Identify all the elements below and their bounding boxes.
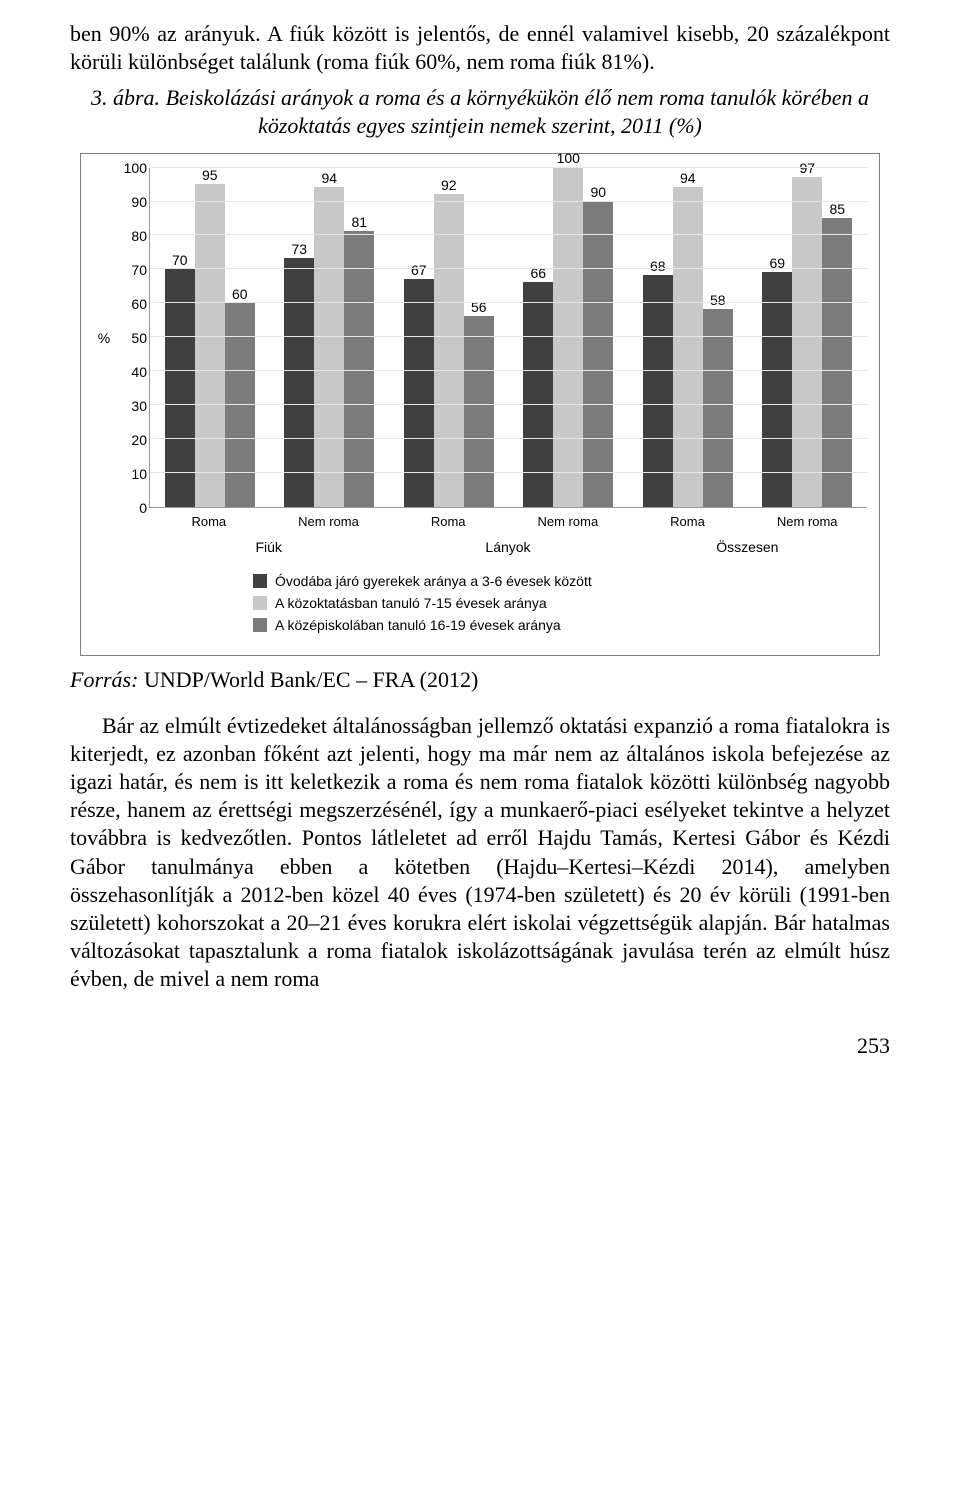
x-super-label: Fiúk	[149, 535, 388, 555]
bar-group: 699785	[748, 177, 868, 507]
gridline	[150, 336, 867, 337]
x-label: Roma	[628, 514, 748, 529]
body-paragraph: Bár az elmúlt évtizedeket általánosságba…	[70, 712, 890, 994]
y-tick: 100	[117, 160, 147, 176]
figure-source: Forrás: UNDP/World Bank/EC – FRA (2012)	[70, 666, 890, 694]
bar-value-label: 94	[680, 171, 696, 185]
legend-swatch	[253, 596, 267, 610]
plot-area: % 0102030405060708090100 709560739481679…	[93, 168, 867, 508]
bar	[284, 258, 314, 506]
bar-wrap: 66	[523, 282, 553, 506]
bar-value-label: 97	[799, 161, 815, 175]
chart-container: % 0 10 20 30 40 50 60 70 80 90 100 70 95 60 73 94 81 67 9…	[80, 153, 880, 656]
figure-title: Beiskolázási arányok a roma és a környék…	[166, 85, 869, 138]
bar-value-label: 68	[650, 259, 666, 273]
bar	[195, 184, 225, 507]
legend-item: A középiskolában tanuló 16-19 évesek ará…	[253, 617, 867, 633]
gridline	[150, 438, 867, 439]
bar-value-label: 58	[710, 293, 726, 307]
y-tick: 80	[117, 228, 147, 244]
bar-wrap: 90	[583, 201, 613, 507]
bar-value-label: 95	[202, 168, 218, 182]
bar-value-label: 67	[411, 263, 427, 277]
plot: 7095607394816792566610090689458699785	[149, 168, 867, 508]
source-label: Forrás:	[70, 667, 138, 692]
page: ben 90% az arányuk. A fiúk között is jel…	[0, 0, 960, 1099]
x-super-label: Összesen	[628, 535, 867, 555]
bar-wrap: 81	[344, 231, 374, 506]
bar-group: 67 9256	[389, 194, 509, 507]
bar-value-label: 73	[291, 242, 307, 256]
bar	[703, 309, 733, 506]
bar	[583, 201, 613, 507]
bar-value-label: 70	[172, 253, 188, 267]
bar-groups: 7095607394816792566610090689458699785	[150, 168, 867, 507]
bar-wrap: 92	[434, 194, 464, 507]
y-tick: 60	[117, 296, 147, 312]
bar	[792, 177, 822, 507]
bar	[822, 218, 852, 507]
bar-value-label: 81	[351, 215, 367, 229]
bar-value-label: 60	[232, 287, 248, 301]
y-tick: 10	[117, 466, 147, 482]
bar-wrap: 95	[195, 184, 225, 507]
source-text: UNDP/World Bank/EC – FRA (2012)	[138, 667, 478, 692]
gridline	[150, 268, 867, 269]
figure-number: 3. ábra.	[91, 85, 160, 110]
bar	[464, 316, 494, 506]
gridline	[150, 302, 867, 303]
gridline	[150, 167, 867, 168]
page-number: 253	[70, 1033, 890, 1059]
y-tick: 40	[117, 364, 147, 380]
y-tick: 50	[117, 330, 147, 346]
y-tick: 0	[117, 500, 147, 516]
bar	[434, 194, 464, 507]
bar-value-label: 100	[557, 151, 580, 165]
x-label: Nem roma	[508, 514, 628, 529]
x-label: Nem roma	[269, 514, 389, 529]
bar-wrap: 73	[284, 258, 314, 506]
gridline	[150, 370, 867, 371]
y-tick: 30	[117, 398, 147, 414]
x-label: Roma	[388, 514, 508, 529]
gridline	[150, 404, 867, 405]
x-label: Roma	[149, 514, 269, 529]
legend: Óvodába járó gyerekek aránya a 3-6 évese…	[253, 573, 867, 633]
bar-group: 70 95 60	[150, 184, 270, 507]
y-axis-label: %	[93, 168, 115, 508]
bar-wrap: 56	[464, 316, 494, 506]
x-axis-super-labels: FiúkLányokÖsszesen	[149, 535, 867, 555]
legend-text: Óvodába járó gyerekek aránya a 3-6 évese…	[275, 573, 592, 589]
bar-value-label: 94	[321, 171, 337, 185]
y-tick: 70	[117, 262, 147, 278]
legend-item: A közoktatásban tanuló 7-15 évesek arány…	[253, 595, 867, 611]
gridline	[150, 234, 867, 235]
bar-wrap: 58	[703, 309, 733, 506]
legend-swatch	[253, 574, 267, 588]
x-label: Nem roma	[747, 514, 867, 529]
bar	[344, 231, 374, 506]
y-tick: 20	[117, 432, 147, 448]
bar-value-label: 92	[441, 178, 457, 192]
legend-swatch	[253, 618, 267, 632]
x-axis-labels: RomaNem romaRomaNem romaRomaNem roma	[149, 514, 867, 529]
bar	[523, 282, 553, 506]
legend-text: A közoktatásban tanuló 7-15 évesek arány…	[275, 595, 547, 611]
gridline	[150, 201, 867, 202]
y-tick: 90	[117, 194, 147, 210]
legend-text: A középiskolában tanuló 16-19 évesek ará…	[275, 617, 561, 633]
bar-wrap: 97	[792, 177, 822, 507]
bar-value-label: 90	[590, 185, 606, 199]
bar-value-label: 85	[829, 202, 845, 216]
bar-wrap: 85	[822, 218, 852, 507]
legend-item: Óvodába járó gyerekek aránya a 3-6 évese…	[253, 573, 867, 589]
intro-paragraph: ben 90% az arányuk. A fiúk között is jel…	[70, 20, 890, 76]
figure-caption: 3. ábra. Beiskolázási arányok a roma és …	[70, 84, 890, 140]
y-axis: 0102030405060708090100	[115, 168, 149, 508]
x-super-label: Lányok	[388, 535, 627, 555]
gridline	[150, 472, 867, 473]
